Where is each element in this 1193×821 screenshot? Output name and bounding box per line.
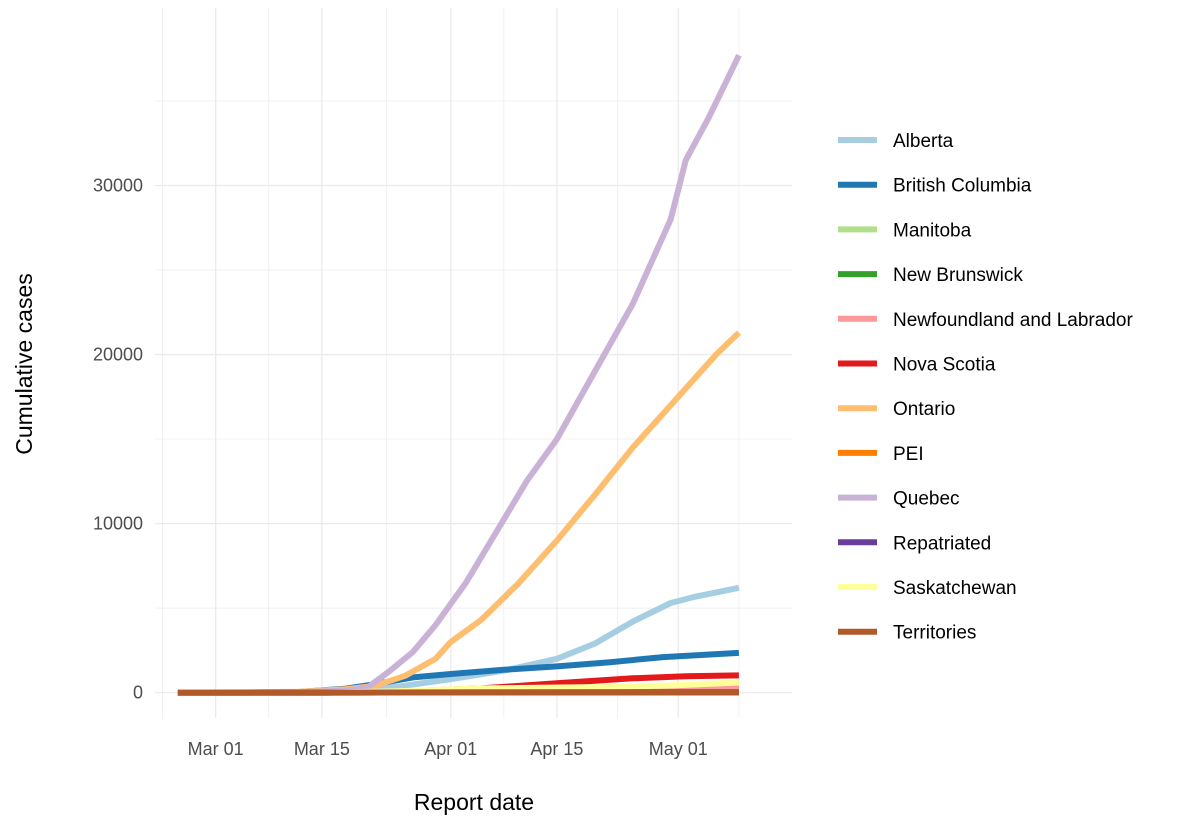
y-tick-label: 30000	[93, 176, 143, 196]
legend-label-repatriated: Repatriated	[893, 533, 991, 554]
legend-label-territories: Territories	[893, 623, 976, 644]
legend-label-alberta: Alberta	[893, 131, 954, 152]
y-tick-label: 0	[133, 683, 143, 703]
legend-label-british-columbia: British Columbia	[893, 176, 1032, 197]
legend-label-ontario: Ontario	[893, 399, 955, 420]
x-axis-title: Report date	[414, 789, 534, 815]
series-line-territories	[177, 689, 739, 696]
y-tick-label: 10000	[93, 514, 143, 534]
legend-label-saskatchewan: Saskatchewan	[893, 578, 1017, 599]
x-tick-label: Apr 15	[530, 739, 583, 759]
y-axis-title: Cumulative cases	[11, 273, 37, 455]
x-tick-label: May 01	[649, 739, 708, 759]
legend-label-newfoundland-and-labrador: Newfoundland and Labrador	[893, 310, 1133, 331]
y-tick-label: 20000	[93, 345, 143, 365]
x-tick-label: Mar 01	[188, 739, 244, 759]
legend-label-new-brunswick: New Brunswick	[893, 265, 1023, 286]
x-tick-label: Apr 01	[424, 739, 477, 759]
x-tick-labels: Mar 01 Mar 15 Apr 01 Apr 15 May 01	[188, 739, 708, 759]
series-lines	[177, 53, 742, 696]
x-tick-label: Mar 15	[294, 739, 350, 759]
legend: Alberta British Columbia Manitoba New Bruns…	[838, 131, 1133, 644]
y-tick-labels: 0 10000 20000 30000	[93, 176, 143, 703]
grid-minor	[155, 8, 792, 718]
legend-label-pei: PEI	[893, 444, 924, 465]
legend-label-nova-scotia: Nova Scotia	[893, 355, 996, 376]
legend-label-manitoba: Manitoba	[893, 220, 972, 241]
legend-label-quebec: Quebec	[893, 489, 960, 510]
